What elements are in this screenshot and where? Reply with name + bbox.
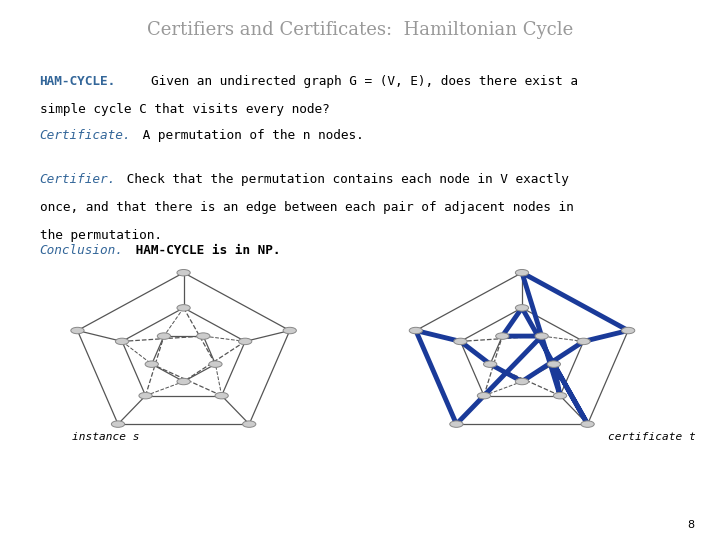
Ellipse shape xyxy=(454,338,467,345)
Text: A permutation of the n nodes.: A permutation of the n nodes. xyxy=(135,129,364,141)
Ellipse shape xyxy=(177,379,190,384)
Ellipse shape xyxy=(581,421,594,427)
Ellipse shape xyxy=(450,421,463,427)
Ellipse shape xyxy=(215,393,228,399)
Text: Certificate.: Certificate. xyxy=(40,129,131,141)
Ellipse shape xyxy=(197,333,210,339)
Ellipse shape xyxy=(283,327,297,334)
Ellipse shape xyxy=(577,338,590,345)
Ellipse shape xyxy=(71,327,84,334)
Ellipse shape xyxy=(547,361,560,367)
Text: simple cycle C that visits every node?: simple cycle C that visits every node? xyxy=(40,103,329,116)
Ellipse shape xyxy=(516,305,528,311)
Ellipse shape xyxy=(112,421,125,427)
Ellipse shape xyxy=(535,333,549,339)
Ellipse shape xyxy=(554,393,567,399)
Text: instance s: instance s xyxy=(72,432,140,442)
Text: Certifiers and Certificates:  Hamiltonian Cycle: Certifiers and Certificates: Hamiltonian… xyxy=(147,21,573,39)
Text: 8: 8 xyxy=(688,520,695,530)
Ellipse shape xyxy=(238,338,252,345)
Ellipse shape xyxy=(139,393,152,399)
Text: Certifier.: Certifier. xyxy=(40,173,116,186)
Ellipse shape xyxy=(516,269,528,276)
Ellipse shape xyxy=(157,333,171,339)
Text: certificate t: certificate t xyxy=(608,432,696,442)
Ellipse shape xyxy=(209,361,222,367)
Text: Given an undirected graph G = (V, E), does there exist a: Given an undirected graph G = (V, E), do… xyxy=(151,75,578,87)
Text: HAM-CYCLE.: HAM-CYCLE. xyxy=(40,75,116,87)
Ellipse shape xyxy=(484,361,497,367)
Text: once, and that there is an edge between each pair of adjacent nodes in: once, and that there is an edge between … xyxy=(40,201,573,214)
Ellipse shape xyxy=(621,327,635,334)
Ellipse shape xyxy=(243,421,256,427)
Ellipse shape xyxy=(115,338,129,345)
Ellipse shape xyxy=(177,269,190,276)
Ellipse shape xyxy=(477,393,490,399)
Text: HAM-CYCLE is in NP.: HAM-CYCLE is in NP. xyxy=(128,244,281,257)
Text: Conclusion.: Conclusion. xyxy=(40,244,123,257)
Ellipse shape xyxy=(145,361,158,367)
Text: Check that the permutation contains each node in V exactly: Check that the permutation contains each… xyxy=(119,173,569,186)
Ellipse shape xyxy=(495,333,509,339)
Ellipse shape xyxy=(177,305,190,311)
Text: the permutation.: the permutation. xyxy=(40,229,161,242)
Ellipse shape xyxy=(516,379,528,384)
Ellipse shape xyxy=(409,327,423,334)
